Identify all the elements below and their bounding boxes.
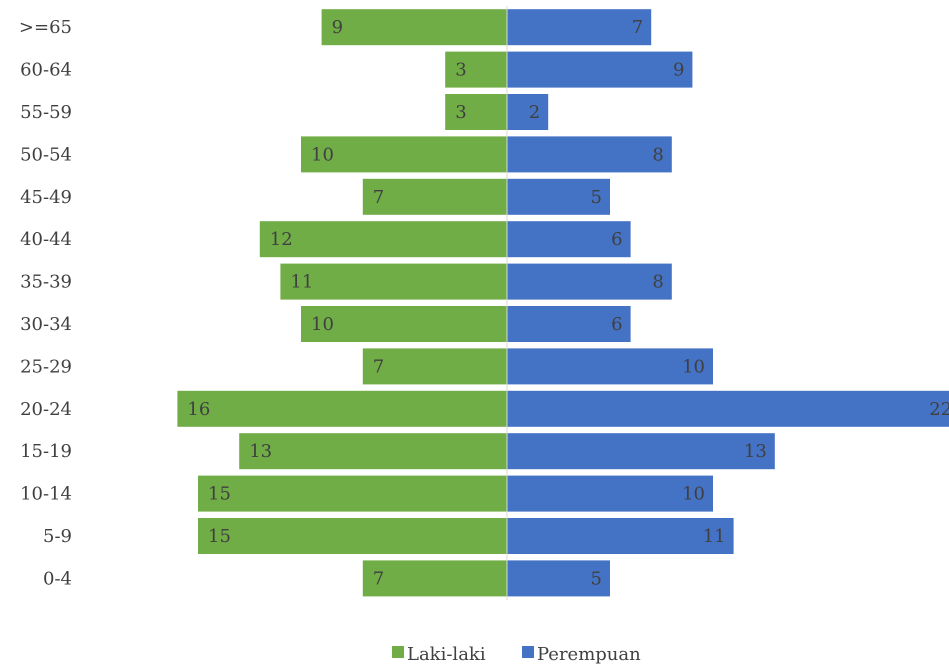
data-label-Laki-laki-60-64: 3 xyxy=(455,60,466,81)
bar-Perempuan-60-64 xyxy=(507,51,693,88)
category-label-45-49: 45-49 xyxy=(20,187,72,208)
bar-Laki-laki-60-64 xyxy=(445,51,507,88)
bar-Laki-laki-0-4 xyxy=(362,560,507,597)
bar-Perempuan-25-29 xyxy=(507,348,713,385)
bar-Perempuan-65 xyxy=(507,9,652,46)
data-label-Laki-laki-5-9: 15 xyxy=(208,526,231,547)
data-label-Laki-laki-15-19: 13 xyxy=(249,441,272,462)
category-label-35-39: 35-39 xyxy=(20,272,72,293)
data-label-Perempuan-30-34: 6 xyxy=(611,314,622,335)
bar-Perempuan-45-49 xyxy=(507,178,610,215)
category-label-10-14: 10-14 xyxy=(20,484,72,505)
data-label-Laki-laki-35-39: 11 xyxy=(290,272,313,293)
category-label-30-34: 30-34 xyxy=(20,314,72,335)
bar-Laki-laki-10-14 xyxy=(198,475,507,512)
bar-Perempuan-35-39 xyxy=(507,263,672,300)
category-label-20-24: 20-24 xyxy=(20,399,72,420)
data-label-Laki-laki-25-29: 7 xyxy=(373,356,384,377)
data-label-Laki-laki-55-59: 3 xyxy=(455,102,466,123)
legend-label-perempuan: Perempuan xyxy=(537,644,641,665)
bar-Perempuan-30-34 xyxy=(507,306,631,342)
bar-Perempuan-55-59 xyxy=(507,94,549,130)
data-label-Laki-laki-30-34: 10 xyxy=(311,314,334,335)
legend-swatch-perempuan xyxy=(522,646,534,658)
data-label-Perempuan-35-39: 8 xyxy=(652,272,663,293)
category-label-65: >=65 xyxy=(19,17,72,38)
bar-Perempuan-0-4 xyxy=(507,560,610,597)
category-label-0-4: 0-4 xyxy=(43,568,72,589)
data-label-Perempuan-20-24: 22 xyxy=(929,399,949,420)
data-label-Perempuan-40-44: 6 xyxy=(611,229,622,250)
bar-Laki-laki-30-34 xyxy=(301,306,507,342)
bar-Perempuan-20-24 xyxy=(507,390,949,427)
data-label-Perempuan-10-14: 10 xyxy=(682,484,705,505)
data-label-Perempuan-0-4: 5 xyxy=(591,568,602,589)
bar-Laki-laki-45-49 xyxy=(362,178,507,215)
data-label-Laki-laki-50-54: 10 xyxy=(311,144,334,165)
data-label-Perempuan-45-49: 5 xyxy=(591,187,602,208)
category-label-15-19: 15-19 xyxy=(20,441,72,462)
legend: Laki-laki Perempuan xyxy=(392,644,641,665)
category-label-40-44: 40-44 xyxy=(20,229,72,250)
bars-layer xyxy=(177,9,949,597)
data-label-Perempuan-15-19: 13 xyxy=(744,441,767,462)
data-label-Perempuan-60-64: 9 xyxy=(673,60,684,81)
bar-Laki-laki-55-59 xyxy=(445,94,507,130)
bar-Laki-laki-25-29 xyxy=(362,348,507,385)
data-label-Perempuan-25-29: 10 xyxy=(682,356,705,377)
data-label-Perempuan-65: 7 xyxy=(632,17,643,38)
category-label-5-9: 5-9 xyxy=(43,526,72,547)
data-label-Laki-laki-40-44: 12 xyxy=(270,229,293,250)
category-axis-labels: >=65 60-64 55-59 50-54 45-49 40-44 35-39 30-34 2… xyxy=(19,17,72,589)
category-label-50-54: 50-54 xyxy=(20,144,72,165)
data-labels-layer: 9 7 3 9 3 2 10 8 7 5 12 6 11 8 10 6 7 10 16 22 13 13 15 10 15 11 7… xyxy=(187,17,949,589)
data-label-Laki-laki-0-4: 7 xyxy=(373,568,384,589)
bar-Laki-laki-40-44 xyxy=(259,221,507,258)
bar-Perempuan-40-44 xyxy=(507,221,631,258)
category-label-60-64: 60-64 xyxy=(20,60,72,81)
bar-Laki-laki-50-54 xyxy=(301,136,507,173)
data-label-Perempuan-50-54: 8 xyxy=(652,144,663,165)
data-label-Perempuan-55-59: 2 xyxy=(529,102,540,123)
bar-Perempuan-10-14 xyxy=(507,475,713,512)
data-label-Laki-laki-65: 9 xyxy=(332,17,343,38)
data-label-Laki-laki-45-49: 7 xyxy=(373,187,384,208)
category-label-25-29: 25-29 xyxy=(20,356,72,377)
bar-Laki-laki-5-9 xyxy=(198,518,507,554)
legend-swatch-laki-laki xyxy=(392,646,404,658)
bar-Perempuan-50-54 xyxy=(507,136,672,173)
category-label-55-59: 55-59 xyxy=(20,102,72,123)
bar-Laki-laki-15-19 xyxy=(239,433,507,470)
bar-Laki-laki-65 xyxy=(321,9,507,46)
data-label-Perempuan-5-9: 11 xyxy=(703,526,726,547)
bar-Perempuan-5-9 xyxy=(507,518,734,554)
legend-label-laki-laki: Laki-laki xyxy=(407,644,486,665)
bar-Laki-laki-35-39 xyxy=(280,263,507,300)
data-label-Laki-laki-20-24: 16 xyxy=(187,399,210,420)
bar-Perempuan-15-19 xyxy=(507,433,775,470)
bar-Laki-laki-20-24 xyxy=(177,390,507,427)
data-label-Laki-laki-10-14: 15 xyxy=(208,484,231,505)
